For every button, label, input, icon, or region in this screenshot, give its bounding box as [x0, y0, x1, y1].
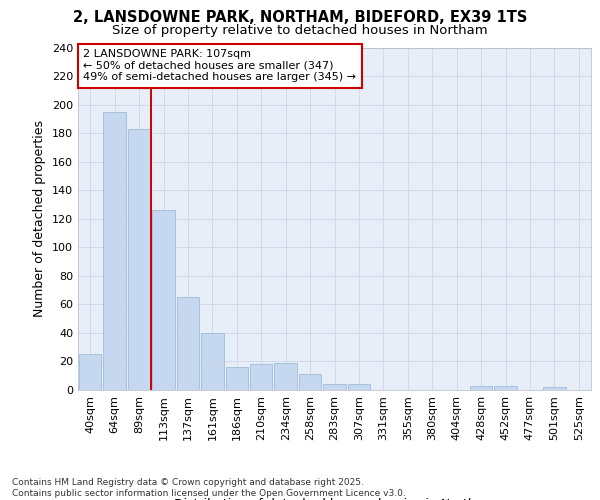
Text: Size of property relative to detached houses in Northam: Size of property relative to detached ho… [112, 24, 488, 37]
Text: 2 LANSDOWNE PARK: 107sqm
← 50% of detached houses are smaller (347)
49% of semi-: 2 LANSDOWNE PARK: 107sqm ← 50% of detach… [83, 49, 356, 82]
Text: Contains HM Land Registry data © Crown copyright and database right 2025.
Contai: Contains HM Land Registry data © Crown c… [12, 478, 406, 498]
Bar [494, 386, 517, 390]
Y-axis label: Number of detached properties: Number of detached properties [34, 120, 46, 318]
Bar [543, 387, 566, 390]
X-axis label: Distribution of detached houses by size in Northam: Distribution of detached houses by size … [173, 498, 496, 500]
Bar [323, 384, 346, 390]
Bar [201, 333, 224, 390]
Bar [128, 129, 151, 390]
Bar [79, 354, 101, 390]
Bar [152, 210, 175, 390]
Bar [299, 374, 322, 390]
Bar [347, 384, 370, 390]
Bar [470, 386, 493, 390]
Bar [226, 367, 248, 390]
Text: 2, LANSDOWNE PARK, NORTHAM, BIDEFORD, EX39 1TS: 2, LANSDOWNE PARK, NORTHAM, BIDEFORD, EX… [73, 10, 527, 25]
Bar [274, 363, 297, 390]
Bar [176, 297, 199, 390]
Bar [250, 364, 272, 390]
Bar [103, 112, 126, 390]
